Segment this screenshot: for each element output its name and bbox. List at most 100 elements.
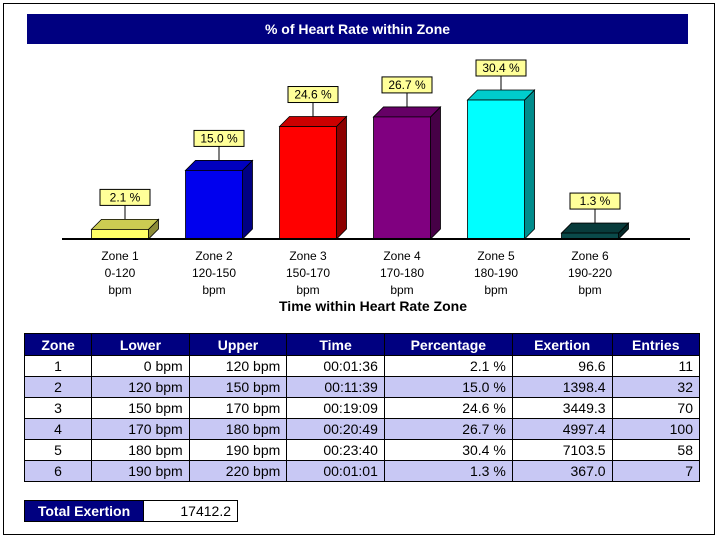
data-label-6: 1.3 %	[569, 192, 621, 224]
data-label-2: 15.0 %	[193, 129, 245, 161]
x-tick-label: 180-190	[474, 266, 518, 280]
table-cell: 00:01:01	[286, 460, 385, 482]
bar-top	[372, 106, 442, 118]
table-row: 2 120 bpm 150 bpm 00:11:39 15.0 % 1398.4 32	[23, 376, 701, 398]
bar-1	[90, 218, 160, 240]
total-exertion: Total Exertion 17412.2	[24, 500, 238, 522]
table-cell: 180 bpm	[91, 439, 190, 461]
table-row: 4 170 bpm 180 bpm 00:20:49 26.7 % 4997.4 100	[23, 418, 701, 440]
data-label-text: 24.6 %	[294, 88, 332, 102]
bar-front	[279, 126, 337, 240]
x-tick-label: bpm	[202, 283, 225, 297]
bar-front	[373, 116, 431, 240]
window-frame	[3, 3, 715, 535]
table-cell: 58	[611, 439, 701, 461]
x-tick-label: Zone 2	[195, 249, 233, 263]
bar-chart: 2.1 % Zone 1 0-120 bpm 15.0 % Zone 2 120-150 bp…	[62, 59, 690, 314]
data-label-box	[381, 76, 433, 94]
table-cell: 7103.5	[511, 439, 613, 461]
bar-3	[278, 115, 348, 240]
table-cell: 7	[611, 460, 701, 482]
column-header: Time	[286, 333, 385, 356]
table-cell: 170 bpm	[91, 418, 190, 440]
bar-top	[184, 160, 254, 171]
table-row: 6 190 bpm 220 bpm 00:01:01 1.3 % 367.0 7	[23, 460, 701, 482]
bar-top	[560, 222, 630, 234]
table-cell: 0 bpm	[91, 355, 190, 377]
x-tick-label: bpm	[578, 283, 601, 297]
table-cell: 4	[23, 418, 93, 440]
x-tick-label: Zone 1	[101, 249, 139, 263]
bar-top	[278, 116, 348, 127]
data-label-box	[569, 192, 621, 210]
data-label-1: 2.1 %	[99, 188, 151, 220]
x-tick-label: Zone 6	[571, 249, 609, 263]
bar-side	[524, 89, 535, 240]
table-cell: 6	[23, 460, 93, 482]
x-tick-label: 120-150	[192, 266, 236, 280]
x-tick-label: 0-120	[105, 266, 136, 280]
bar-side	[430, 105, 441, 240]
table-cell: 190 bpm	[188, 439, 288, 461]
table-cell: 150 bpm	[188, 376, 288, 398]
bar-4	[372, 105, 442, 240]
table-cell: 220 bpm	[188, 460, 288, 482]
bar-2	[184, 159, 254, 240]
column-header: Percentage	[383, 333, 513, 356]
table-cell: 00:11:39	[286, 376, 385, 398]
table-cell: 15.0 %	[383, 376, 513, 398]
table-row: 5 180 bpm 190 bpm 00:23:40 30.4 % 7103.5 58	[23, 439, 701, 461]
x-axis-title: Time within Heart Rate Zone	[279, 298, 467, 314]
bar-front	[91, 228, 149, 240]
bar-side	[242, 159, 253, 240]
table-cell: 1	[23, 355, 93, 377]
data-label-box	[475, 59, 527, 77]
table-cell: 2	[23, 376, 93, 398]
table-cell: 170 bpm	[188, 397, 288, 419]
table-cell: 4997.4	[511, 418, 613, 440]
data-label-4: 26.7 %	[381, 76, 433, 107]
data-label-text: 2.1 %	[110, 190, 141, 204]
bar-5	[466, 89, 536, 240]
table-cell: 150 bpm	[91, 397, 190, 419]
data-label-text: 30.4 %	[482, 61, 520, 75]
table-row: 3 150 bpm 170 bpm 00:19:09 24.6 % 3449.3 70	[23, 397, 701, 419]
bar-front	[467, 99, 525, 240]
x-tick-label: bpm	[484, 283, 507, 297]
data-label-text: 1.3 %	[580, 194, 611, 208]
table-cell: 00:23:40	[286, 439, 385, 461]
bar-top	[466, 89, 536, 101]
table-cell: 30.4 %	[383, 439, 513, 461]
table-cell: 70	[611, 397, 701, 419]
column-header: Lower	[91, 333, 190, 356]
column-header: Exertion	[511, 333, 613, 356]
data-label-3: 24.6 %	[287, 86, 339, 117]
table-cell: 00:01:36	[286, 355, 385, 377]
x-tick-label: 190-220	[568, 266, 612, 280]
table-cell: 24.6 %	[383, 397, 513, 419]
x-tick-label: bpm	[296, 283, 319, 297]
bar-side	[336, 115, 347, 240]
bar-front	[185, 170, 243, 240]
column-header: Entries	[611, 333, 701, 356]
data-label-text: 15.0 %	[200, 131, 238, 145]
table-cell: 3449.3	[511, 397, 613, 419]
bar-top	[90, 218, 160, 230]
table-cell: 11	[611, 355, 701, 377]
total-exertion-value: 17412.2	[144, 500, 238, 522]
table-cell: 32	[611, 376, 701, 398]
data-label-box	[287, 86, 339, 104]
zone-table: Zone Lower Upper Time Percentage Exertion Entr…	[23, 333, 701, 482]
table-cell: 00:20:49	[286, 418, 385, 440]
table-cell: 100	[611, 418, 701, 440]
table-cell: 96.6	[511, 355, 613, 377]
data-label-text: 26.7 %	[388, 78, 426, 92]
table-cell: 3	[23, 397, 93, 419]
bar-6	[560, 222, 630, 240]
x-tick-label: Zone 5	[477, 249, 515, 263]
table-cell: 120 bpm	[91, 376, 190, 398]
x-tick-label: 150-170	[286, 266, 330, 280]
table-cell: 5	[23, 439, 93, 461]
data-label-5: 30.4 %	[475, 59, 527, 90]
table-cell: 1398.4	[511, 376, 613, 398]
